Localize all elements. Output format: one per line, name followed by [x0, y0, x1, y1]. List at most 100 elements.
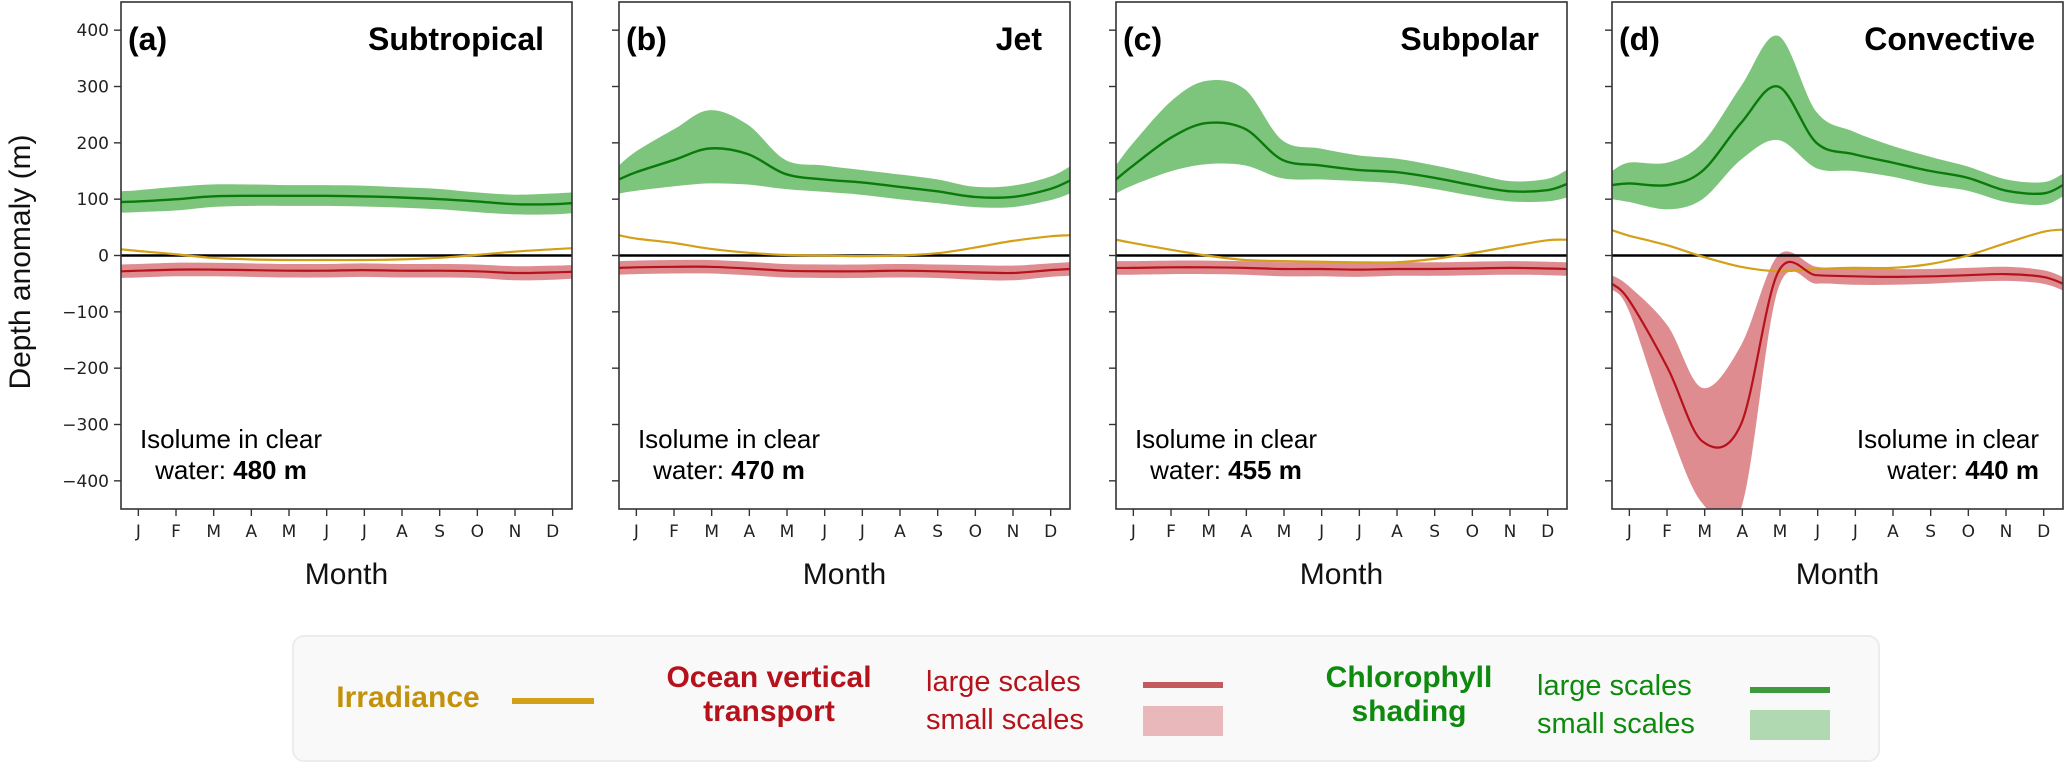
- isolume-prefix: water:: [1149, 455, 1228, 485]
- isolume-value: water: 440 m: [1886, 455, 2039, 485]
- isolume-depth: 470 m: [731, 455, 805, 485]
- x-tick-label: M: [1697, 522, 1712, 542]
- x-tick-label: J: [1814, 522, 1820, 542]
- x-tick-label: A: [1737, 522, 1749, 542]
- x-tick-label: O: [969, 522, 982, 542]
- x-tick-label: J: [361, 522, 367, 542]
- x-tick-label: N: [509, 522, 522, 542]
- isolume-label: Isolume in clear: [140, 424, 322, 454]
- x-tick-label: J: [323, 522, 329, 542]
- y-tick-label: −200: [62, 359, 109, 379]
- x-tick-label: J: [859, 522, 865, 542]
- panel-letter: (b): [626, 21, 667, 57]
- x-tick-label: A: [1887, 522, 1899, 542]
- chlorophyll-large-scales-line: [121, 194, 572, 206]
- x-axis-label: Month: [1300, 558, 1383, 591]
- x-tick-label: M: [282, 522, 297, 542]
- transport-small-scales-band: [121, 262, 572, 281]
- legend-chlorophyll-small-patch: [1750, 710, 1830, 740]
- legend-transport-line1: Ocean vertical: [666, 661, 872, 694]
- x-tick-label: S: [932, 522, 943, 542]
- x-tick-label: J: [135, 522, 141, 542]
- plot-area: [1612, 35, 2063, 509]
- irradiance-line: [619, 234, 1070, 258]
- x-tick-label: S: [434, 522, 445, 542]
- legend-irradiance-line: [512, 698, 594, 704]
- x-tick-label: S: [1429, 522, 1440, 542]
- y-tick-label: 0: [98, 247, 109, 267]
- panel-letter: (a): [128, 21, 167, 57]
- chlorophyll-large-scales-line: [619, 147, 1070, 199]
- x-tick-label: A: [396, 522, 408, 542]
- x-tick-label: N: [2000, 522, 2013, 542]
- plot-area: [1116, 80, 1567, 277]
- legend-chlorophyll-large-line: [1750, 687, 1830, 693]
- legend-transport-line2: transport: [703, 695, 835, 728]
- isolume-label: Isolume in clear: [1135, 424, 1317, 454]
- isolume-value: water: 455 m: [1149, 455, 1302, 485]
- plot-area: [121, 184, 572, 281]
- panel-title: Jet: [996, 21, 1043, 57]
- isolume-label: Isolume in clear: [638, 424, 820, 454]
- legend-transport-small-patch: [1143, 706, 1223, 736]
- x-tick-label: M: [704, 522, 719, 542]
- x-tick-label: O: [1962, 522, 1975, 542]
- isolume-depth: 455 m: [1228, 455, 1302, 485]
- isolume-value: water: 480 m: [154, 455, 307, 485]
- transport-large-scales-line: [1116, 266, 1567, 271]
- legend-transport-small-label: small scales: [926, 704, 1084, 736]
- x-tick-label: M: [780, 522, 795, 542]
- transport-small-scales-band: [1612, 251, 2063, 509]
- x-tick-label: N: [1504, 522, 1517, 542]
- x-tick-label: O: [1466, 522, 1479, 542]
- legend-chlorophyll-large-label: large scales: [1537, 670, 1692, 702]
- x-tick-label: J: [1130, 522, 1136, 542]
- transport-large-scales-line: [121, 268, 572, 275]
- transport-large-scales-line: [619, 265, 1070, 275]
- panel-title: Subpolar: [1400, 21, 1539, 57]
- y-tick-label: −400: [62, 472, 109, 492]
- panel-subtropical: 400 300 200 100 0 −100 −200 −300 −400 J F M A M J J A S O N…: [62, 1, 573, 591]
- chlorophyll-large-scales-line: [1612, 85, 2063, 196]
- figure: Depth anomaly (m) 400 300 200 100 0 −100 −200 −…: [4, 1, 2064, 591]
- y-tick-label: −100: [62, 303, 109, 323]
- panel-letter: (d): [1619, 21, 1660, 57]
- panel-title: Convective: [1864, 21, 2035, 57]
- isolume-depth: 440 m: [1965, 455, 2039, 485]
- x-tick-label: D: [546, 522, 559, 542]
- chlorophyll-small-scales-band: [619, 110, 1070, 208]
- panel-title: Subtropical: [368, 21, 544, 57]
- x-tick-label: F: [1662, 522, 1672, 542]
- isolume-label: Isolume in clear: [1857, 424, 2039, 454]
- y-tick-label: 300: [77, 78, 109, 98]
- legend-chlorophyll-small-label: small scales: [1537, 708, 1695, 740]
- x-tick-label: F: [669, 522, 679, 542]
- chlorophyll-small-scales-band: [121, 184, 572, 215]
- y-axis-label: Depth anomaly (m): [4, 134, 37, 389]
- legend-chlorophyll-line2: shading: [1351, 695, 1467, 728]
- legend: Irradiance Ocean vertical transport larg…: [292, 635, 1880, 762]
- legend-transport-large-line: [1143, 682, 1223, 688]
- x-tick-label: F: [171, 522, 181, 542]
- panel-subpolar: J F M A M J J A S O N D Month (c) Subpolar Isolume in c…: [1109, 1, 1568, 591]
- x-tick-label: M: [1773, 522, 1788, 542]
- y-tick-label: −300: [62, 416, 109, 436]
- panel-letter: (c): [1123, 21, 1162, 57]
- x-tick-label: D: [1044, 522, 1057, 542]
- x-tick-label: A: [894, 522, 906, 542]
- legend-transport-large-label: large scales: [926, 666, 1081, 698]
- x-tick-label: M: [206, 522, 221, 542]
- x-axis-label: Month: [1796, 558, 1879, 591]
- legend-chlorophyll-label: Chlorophyll shading: [1309, 661, 1509, 729]
- x-tick-label: A: [1391, 522, 1403, 542]
- x-tick-label: J: [633, 522, 639, 542]
- y-tick-label: 100: [77, 190, 109, 210]
- x-tick-label: J: [1852, 522, 1858, 542]
- x-tick-label: A: [246, 522, 258, 542]
- x-axis-label: Month: [803, 558, 886, 591]
- y-tick-label: 200: [77, 134, 109, 154]
- irradiance-line: [121, 247, 572, 262]
- x-tick-label: A: [744, 522, 756, 542]
- chlorophyll-small-scales-band: [1116, 80, 1567, 203]
- irradiance-line: [1612, 228, 2063, 273]
